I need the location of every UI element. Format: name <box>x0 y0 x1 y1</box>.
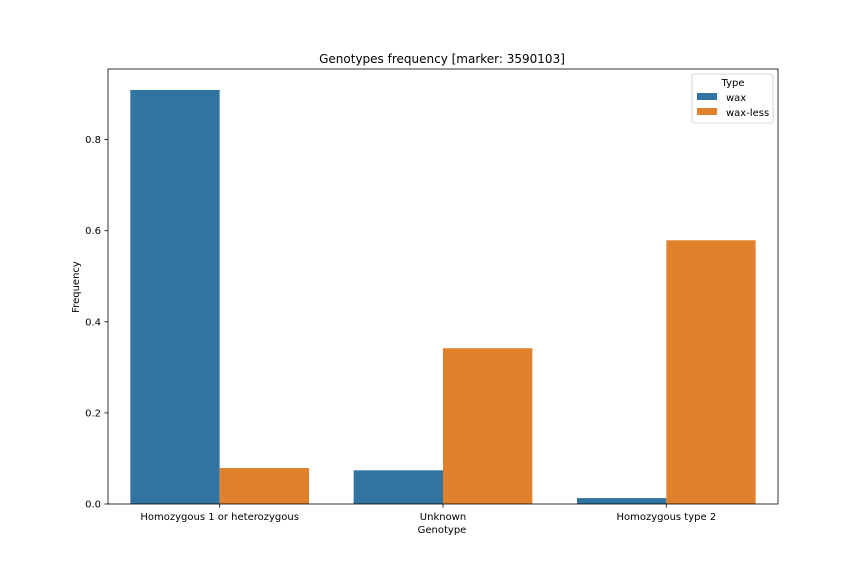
y-tick-label: 0.0 <box>85 500 101 511</box>
legend-label-wax-less: wax-less <box>726 108 769 119</box>
y-axis-ticks: 0.0 0.2 0.4 0.6 0.8 <box>85 135 108 511</box>
y-tick-label: 0.2 <box>85 408 101 419</box>
legend-swatch-wax-less <box>697 108 717 115</box>
y-axis-label: Frequency <box>71 261 82 313</box>
x-tick-label: Homozygous 1 or heterozygous <box>140 512 299 523</box>
bar-wax-0 <box>130 89 220 504</box>
legend-swatch-wax <box>697 93 717 100</box>
bars-group <box>130 89 756 504</box>
y-tick-label: 0.6 <box>85 226 101 237</box>
bar-wax-less-2 <box>666 240 756 504</box>
bar-wax-less-1 <box>443 348 533 504</box>
bar-wax-less-0 <box>219 468 309 504</box>
legend-title: Type <box>721 78 745 89</box>
y-tick-label: 0.8 <box>85 135 101 146</box>
x-axis-ticks: Homozygous 1 or heterozygous Unknown Homoz… <box>140 504 716 523</box>
legend-label-wax: wax <box>726 93 746 104</box>
chart-title: Genotypes frequency [marker: 3590103] <box>319 52 565 66</box>
y-tick-label: 0.4 <box>85 317 101 328</box>
bar-wax-1 <box>353 470 443 504</box>
legend: Type wax wax-less <box>691 73 774 124</box>
x-tick-label: Unknown <box>420 512 466 523</box>
x-tick-label: Homozygous type 2 <box>616 512 716 523</box>
bar-wax-2 <box>577 498 667 504</box>
x-axis-label: Genotype <box>418 525 467 536</box>
